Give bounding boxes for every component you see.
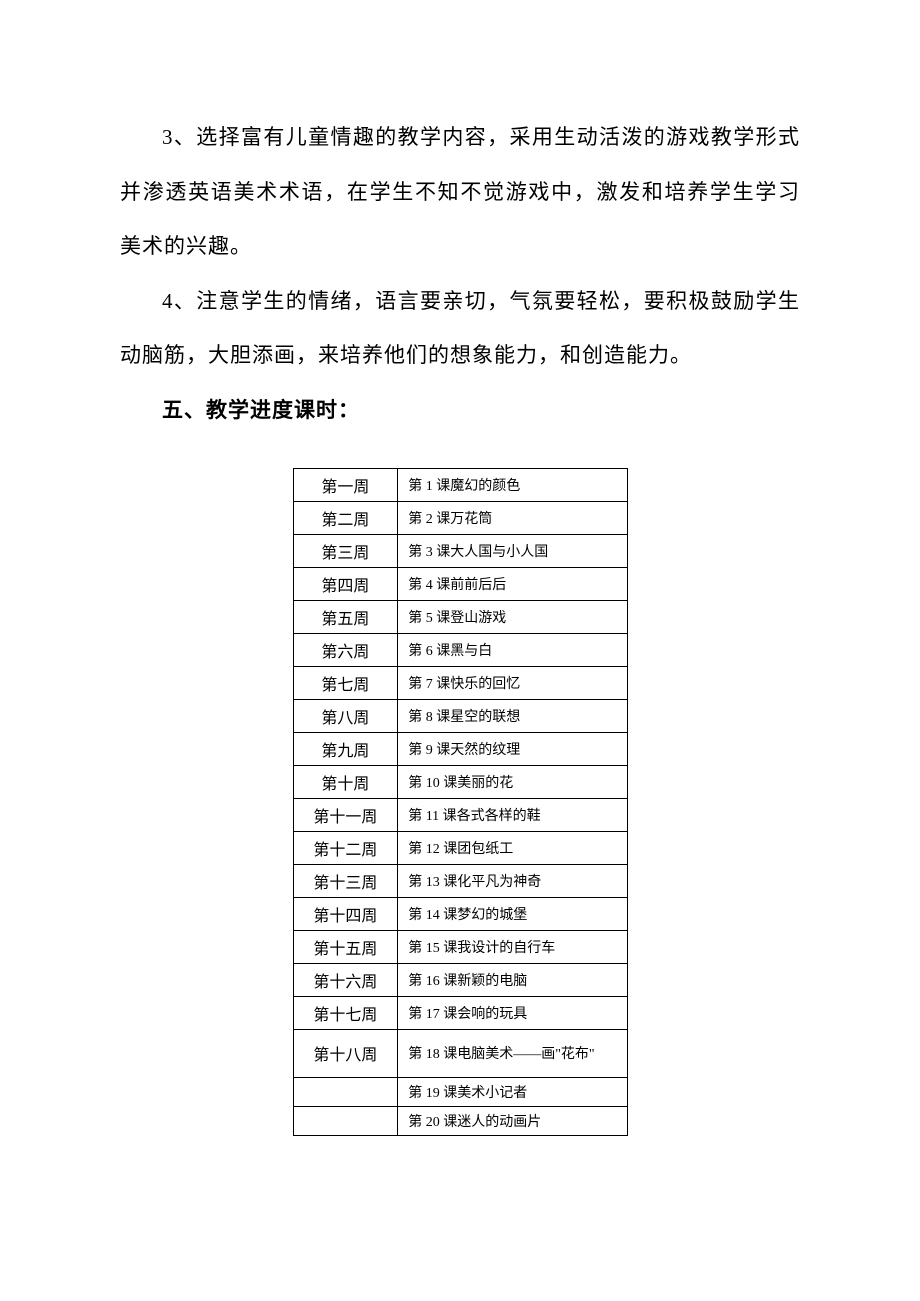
table-row: 第十五周第 15 课我设计的自行车 (293, 930, 627, 963)
lesson-cell: 第 2 课万花筒 (398, 501, 627, 534)
lesson-cell: 第 20 课迷人的动画片 (398, 1106, 627, 1135)
week-cell: 第十二周 (293, 831, 398, 864)
table-row: 第 19 课美术小记者 (293, 1077, 627, 1106)
week-cell: 第十六周 (293, 963, 398, 996)
table-row: 第十六周第 16 课新颖的电脑 (293, 963, 627, 996)
lesson-cell: 第 18 课电脑美术——画"花布" (398, 1029, 627, 1077)
week-cell (293, 1106, 398, 1135)
week-cell: 第十周 (293, 765, 398, 798)
paragraph-4: 4、注意学生的情绪，语言要亲切，气氛要轻松，要积极鼓励学生动脑筋，大胆添画，来培… (120, 274, 800, 383)
section-title: 五、教学进度课时： (120, 383, 800, 438)
week-cell: 第六周 (293, 633, 398, 666)
table-row: 第一周第 1 课魔幻的颜色 (293, 468, 627, 501)
week-cell: 第十三周 (293, 864, 398, 897)
week-cell: 第八周 (293, 699, 398, 732)
lesson-cell: 第 12 课团包纸工 (398, 831, 627, 864)
lesson-cell: 第 5 课登山游戏 (398, 600, 627, 633)
table-row: 第九周第 9 课天然的纹理 (293, 732, 627, 765)
week-cell: 第十七周 (293, 996, 398, 1029)
lesson-cell: 第 16 课新颖的电脑 (398, 963, 627, 996)
table-row: 第六周第 6 课黑与白 (293, 633, 627, 666)
lesson-cell: 第 8 课星空的联想 (398, 699, 627, 732)
week-cell: 第五周 (293, 600, 398, 633)
week-cell: 第三周 (293, 534, 398, 567)
lesson-cell: 第 7 课快乐的回忆 (398, 666, 627, 699)
lesson-cell: 第 10 课美丽的花 (398, 765, 627, 798)
table-row: 第十周第 10 课美丽的花 (293, 765, 627, 798)
week-cell: 第十一周 (293, 798, 398, 831)
lesson-cell: 第 6 课黑与白 (398, 633, 627, 666)
table-row: 第十三周第 13 课化平凡为神奇 (293, 864, 627, 897)
table-row: 第三周第 3 课大人国与小人国 (293, 534, 627, 567)
lesson-cell: 第 15 课我设计的自行车 (398, 930, 627, 963)
week-cell: 第九周 (293, 732, 398, 765)
table-row: 第十二周第 12 课团包纸工 (293, 831, 627, 864)
table-row: 第十一周第 11 课各式各样的鞋 (293, 798, 627, 831)
table-row: 第十八周第 18 课电脑美术——画"花布" (293, 1029, 627, 1077)
lesson-cell: 第 17 课会响的玩具 (398, 996, 627, 1029)
lesson-cell: 第 11 课各式各样的鞋 (398, 798, 627, 831)
schedule-table: 第一周第 1 课魔幻的颜色第二周第 2 课万花筒第三周第 3 课大人国与小人国第… (293, 468, 628, 1136)
table-row: 第八周第 8 课星空的联想 (293, 699, 627, 732)
table-row: 第四周第 4 课前前后后 (293, 567, 627, 600)
lesson-cell: 第 9 课天然的纹理 (398, 732, 627, 765)
schedule-table-wrapper: 第一周第 1 课魔幻的颜色第二周第 2 课万花筒第三周第 3 课大人国与小人国第… (120, 468, 800, 1136)
lesson-cell: 第 4 课前前后后 (398, 567, 627, 600)
week-cell: 第二周 (293, 501, 398, 534)
week-cell: 第十八周 (293, 1029, 398, 1077)
lesson-cell: 第 19 课美术小记者 (398, 1077, 627, 1106)
table-row: 第七周第 7 课快乐的回忆 (293, 666, 627, 699)
table-row: 第五周第 5 课登山游戏 (293, 600, 627, 633)
week-cell: 第七周 (293, 666, 398, 699)
week-cell: 第一周 (293, 468, 398, 501)
lesson-cell: 第 13 课化平凡为神奇 (398, 864, 627, 897)
table-row: 第二周第 2 课万花筒 (293, 501, 627, 534)
lesson-cell: 第 3 课大人国与小人国 (398, 534, 627, 567)
week-cell: 第十四周 (293, 897, 398, 930)
table-row: 第十四周第 14 课梦幻的城堡 (293, 897, 627, 930)
paragraph-3: 3、选择富有儿童情趣的教学内容，采用生动活泼的游戏教学形式并渗透英语美术术语，在… (120, 110, 800, 274)
week-cell: 第四周 (293, 567, 398, 600)
table-row: 第十七周第 17 课会响的玩具 (293, 996, 627, 1029)
week-cell: 第十五周 (293, 930, 398, 963)
week-cell (293, 1077, 398, 1106)
table-row: 第 20 课迷人的动画片 (293, 1106, 627, 1135)
lesson-cell: 第 14 课梦幻的城堡 (398, 897, 627, 930)
lesson-cell: 第 1 课魔幻的颜色 (398, 468, 627, 501)
